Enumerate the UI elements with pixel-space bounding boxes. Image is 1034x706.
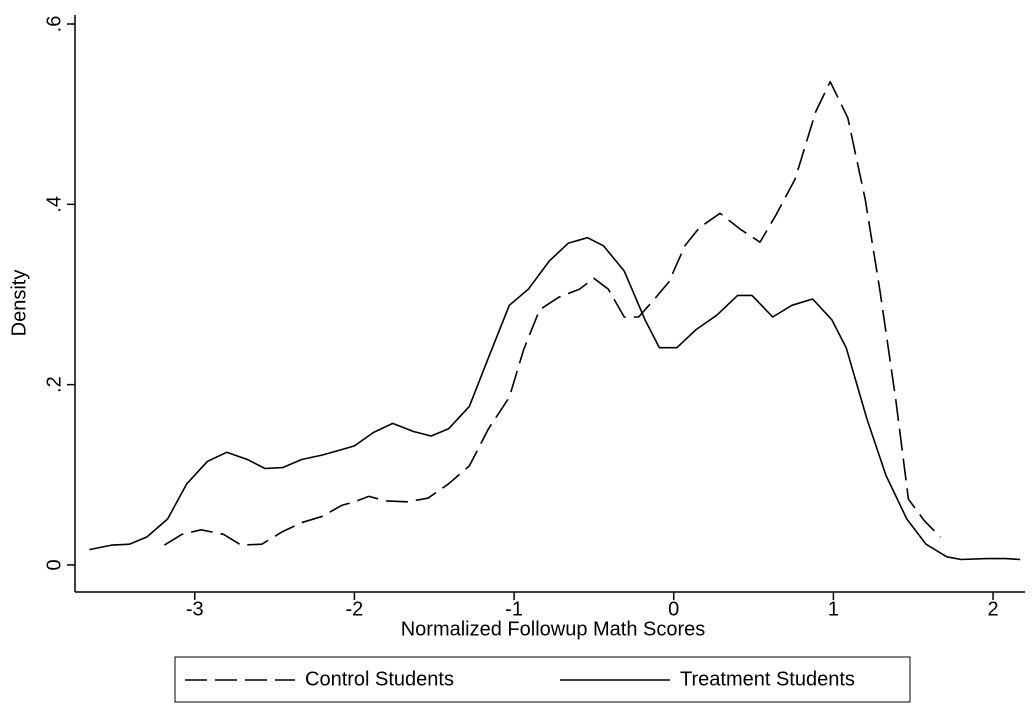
y-tick-label: 0 xyxy=(43,559,65,570)
legend-label: Treatment Students xyxy=(680,668,855,690)
x-tick-label: -2 xyxy=(346,598,364,620)
y-tick-label: .4 xyxy=(43,196,65,213)
legend-label: Control Students xyxy=(305,668,454,690)
x-tick-label: -1 xyxy=(505,598,523,620)
y-axis-label: Density xyxy=(8,270,30,337)
y-tick-label: .2 xyxy=(43,376,65,393)
x-tick-label: 2 xyxy=(988,598,999,620)
legend-box xyxy=(174,656,911,703)
y-tick-label: .6 xyxy=(43,16,65,33)
series-line xyxy=(163,80,941,546)
x-axis-label: Normalized Followup Math Scores xyxy=(401,618,706,640)
x-tick-label: -3 xyxy=(186,598,204,620)
x-tick-label: 0 xyxy=(668,598,679,620)
x-tick-label: 1 xyxy=(828,598,839,620)
series-line xyxy=(89,236,1021,561)
